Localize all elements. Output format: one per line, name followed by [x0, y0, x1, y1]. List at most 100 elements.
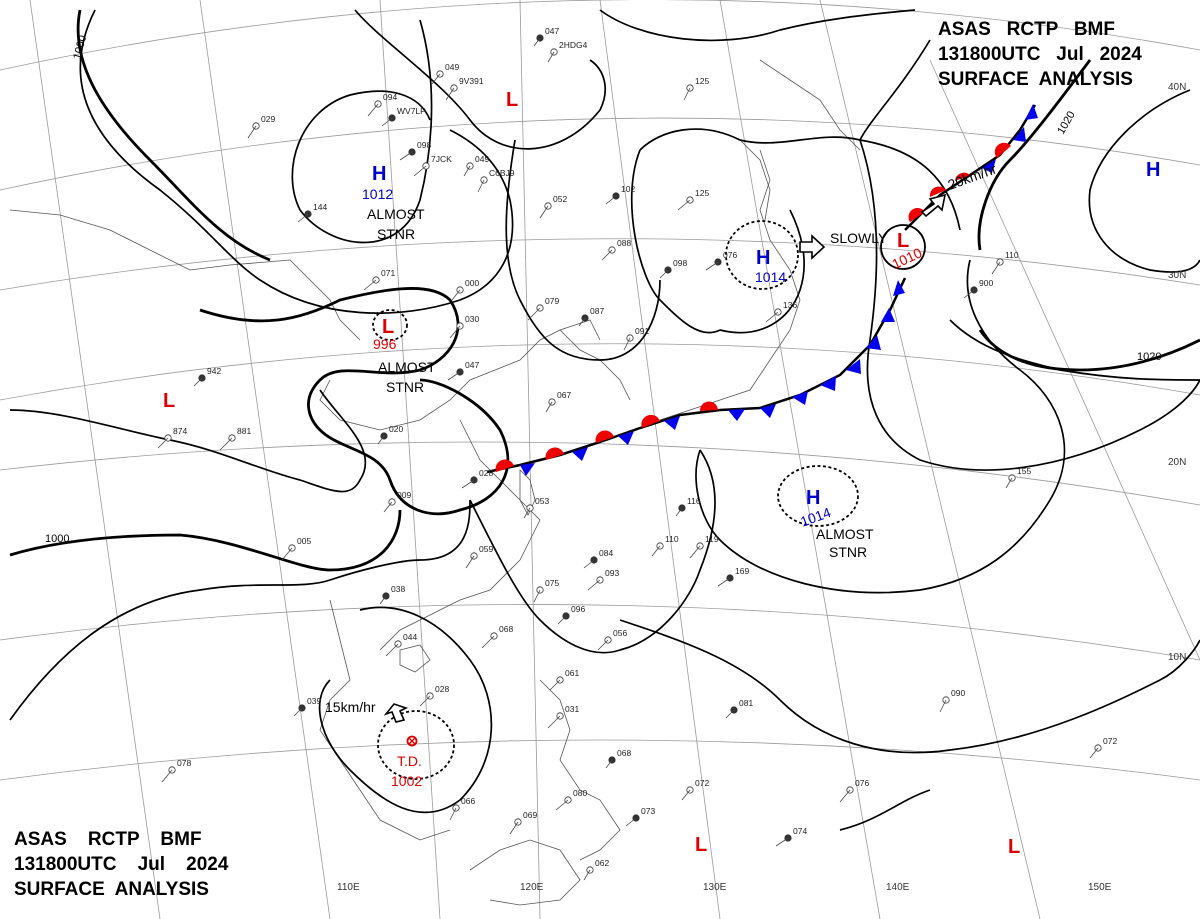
wind-barb [385, 643, 399, 657]
high-1012-value: 1012 [362, 186, 393, 202]
longitude-labels: 110E 120E 130E 140E 150E [337, 882, 1112, 893]
wind-barb [399, 151, 413, 161]
wind-barb [463, 165, 471, 177]
wind-barb [555, 799, 569, 811]
low-north-china: L [506, 89, 518, 111]
station-value: 098 [673, 258, 687, 268]
station-value: 119 [705, 534, 719, 544]
low-south-2: L [1008, 836, 1020, 858]
low-south-1: L [695, 834, 707, 856]
wind-barb [578, 317, 586, 327]
isobar-996-loop [199, 287, 510, 515]
station-value: 047 [465, 360, 479, 370]
wind-barb [157, 437, 169, 449]
lon-150e: 150E [1088, 882, 1112, 893]
wind-barb [449, 325, 461, 339]
high-1014-south-note1: ALMOST [816, 526, 874, 542]
station-value: 116 [687, 496, 701, 506]
wind-barb [547, 715, 561, 729]
station-value: 028 [435, 684, 449, 694]
isobar-1020-ne [977, 59, 1092, 251]
station-value: 071 [381, 268, 395, 278]
high-1012-letter: H [372, 163, 386, 185]
low-west: L [163, 390, 175, 412]
isobar-1000-w [9, 509, 402, 572]
low-996-value: 996 [373, 336, 397, 352]
wind-barb [683, 87, 691, 101]
station-value: 052 [553, 194, 567, 204]
wind-barb [547, 51, 555, 63]
wind-barb [557, 615, 567, 625]
station-value: 125 [695, 188, 709, 198]
station-value: 096 [571, 604, 585, 614]
station-value: 144 [313, 202, 327, 212]
station-value: 047 [545, 26, 559, 36]
station-value: 081 [739, 698, 753, 708]
station-value: 110 [665, 534, 679, 544]
wind-barb [583, 869, 591, 881]
station-value: 074 [793, 826, 807, 836]
coast-kamchatka [759, 59, 861, 151]
high-1014-south-letter: H [806, 487, 820, 509]
wind-barb [379, 595, 387, 605]
wind-barb [381, 117, 393, 127]
tropical-depression: T.D. 1002 15km/hr [325, 699, 422, 789]
header-top-right: ASAS RCTP BMF 131800UTC Jul 2024 SURFACE… [938, 19, 1142, 90]
isobar-label-1020-ne: 1020 [1055, 109, 1078, 136]
station-value: 072 [1103, 736, 1117, 746]
high-1012-note2: STNR [377, 226, 415, 242]
station-value: 031 [565, 704, 579, 714]
coast-hainan [399, 644, 431, 673]
station-value: 076 [723, 250, 737, 260]
station-value: 088 [617, 238, 631, 248]
arrow-slowly [799, 234, 826, 260]
lat-20n: 20N [1168, 457, 1186, 468]
isobar-labels: 1000 1000 1020 1020 [45, 34, 1161, 545]
wind-barb [465, 555, 475, 569]
wind-barb [1005, 477, 1013, 489]
wind-barb [281, 547, 293, 561]
isobars [9, 9, 1200, 831]
wind-barb [533, 589, 541, 603]
wind-barb [991, 261, 1001, 275]
station-value: 075 [545, 578, 559, 588]
station-value: 090 [951, 688, 965, 698]
wind-barb [775, 837, 789, 847]
station-value: 009 [397, 490, 411, 500]
station-value: 053 [535, 496, 549, 506]
wind-barb [765, 311, 779, 323]
station-value: 091 [635, 326, 649, 336]
wind-barb [545, 401, 553, 413]
isobar-1000-nw [76, 9, 271, 262]
wind-barb [297, 213, 309, 223]
wind-barb [413, 165, 427, 177]
station-value: 028 [479, 468, 493, 478]
station-value: 030 [465, 314, 479, 324]
wind-barb [431, 73, 441, 85]
circle-l-996 [372, 309, 408, 341]
isobar-1020-e [978, 329, 1200, 372]
lat-30n: 30N [1168, 270, 1186, 281]
high-1014-north-letter: H [756, 247, 770, 269]
high-far-east: H [1146, 159, 1160, 181]
wind-barb [597, 639, 609, 651]
high-1014-south: H 1014 ALMOST STNR [798, 487, 874, 560]
station-value: 072 [695, 778, 709, 788]
arrow-15kmhr [383, 703, 409, 723]
wind-barb [839, 789, 851, 803]
coast-indochina [319, 599, 451, 841]
wind-barb [363, 279, 377, 291]
td-value: 1002 [391, 773, 422, 789]
station-value: 093 [605, 568, 619, 578]
wind-barb [527, 307, 541, 321]
lon-120e: 120E [520, 882, 544, 893]
wind-barb [293, 707, 303, 717]
high-1014-north-value: 1014 [755, 269, 786, 285]
station-value: 900 [979, 278, 993, 288]
station-value: 155 [1017, 466, 1031, 476]
td-movement: 15km/hr [325, 699, 376, 715]
high-1012: H 1012 ALMOST STNR [362, 163, 425, 242]
wind-barb [605, 759, 613, 769]
header-top-line3: SURFACE ANALYSIS [938, 69, 1133, 90]
